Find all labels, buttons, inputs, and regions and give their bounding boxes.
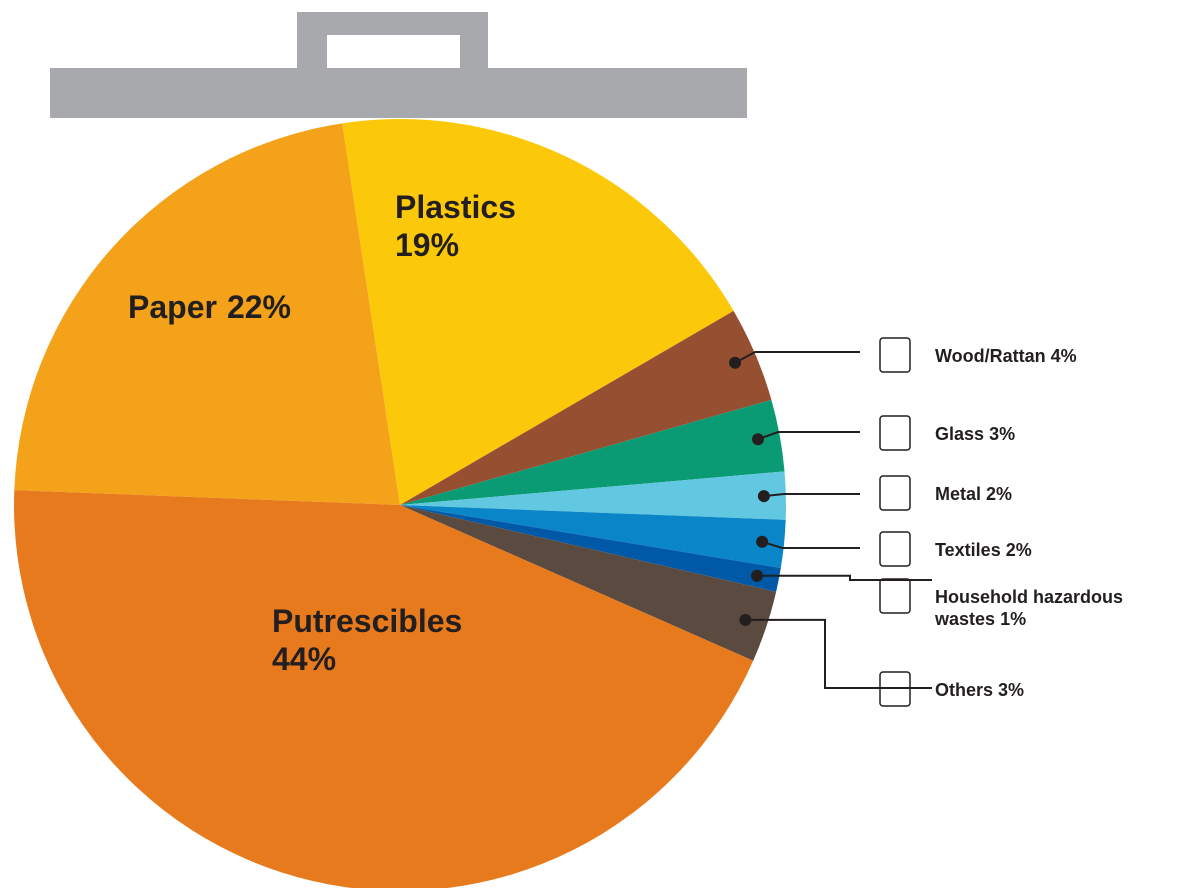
- briefcase-grip: [297, 12, 488, 68]
- leader-line: [761, 540, 860, 549]
- value-label: 19%: [395, 227, 459, 263]
- leader-line: [757, 574, 932, 581]
- category-label: Paper: [128, 289, 217, 325]
- icon: [879, 475, 911, 511]
- pie-slice: [400, 399, 785, 505]
- icon: [879, 671, 911, 707]
- value-label: 3%: [998, 680, 1025, 700]
- value-label: 2%: [1005, 540, 1032, 560]
- leader-line: [763, 493, 860, 498]
- category-label: Glass: [935, 424, 985, 444]
- leader-dot: [757, 490, 770, 503]
- leader-dot: [751, 569, 764, 582]
- value-label: 1%: [1000, 609, 1027, 629]
- pie-slice: [14, 490, 754, 888]
- leader-dot: [739, 613, 752, 626]
- leaders: [729, 337, 932, 707]
- leader-line: [734, 351, 860, 364]
- icon: [879, 415, 911, 451]
- pie-slice: [400, 505, 786, 569]
- value-label: 2%: [986, 484, 1013, 504]
- value-label: 3%: [989, 424, 1016, 444]
- category-label: Metal: [935, 484, 982, 504]
- pie-slice: [400, 505, 781, 592]
- leader-line: [757, 431, 860, 441]
- value-label: 4%: [1050, 346, 1077, 366]
- outside-label: Wood/Rattan 4%: [935, 345, 1190, 367]
- outside-label: Metal 2%: [935, 483, 1190, 505]
- briefcase-handle: [50, 12, 747, 118]
- pie-slice: [342, 119, 734, 505]
- leader-dot: [756, 535, 769, 548]
- icon: [879, 578, 911, 614]
- leader-dot: [752, 433, 765, 446]
- icon: [879, 531, 911, 567]
- value-label: 22%: [227, 289, 291, 325]
- pie-slice: [400, 310, 772, 505]
- pie-slice: [400, 471, 786, 520]
- category-label: Putrescibles: [272, 603, 462, 639]
- icon: [879, 337, 911, 373]
- outside-label: Textiles 2%: [935, 539, 1190, 561]
- category-label: Plastics: [395, 189, 516, 225]
- leader-dot: [729, 356, 742, 369]
- pie: [14, 119, 786, 888]
- pie-slice: [14, 123, 400, 506]
- category-label: Others: [935, 680, 994, 700]
- briefcase-top: [50, 68, 747, 118]
- category-label: Wood/Rattan: [935, 346, 1046, 366]
- outside-label: Household hazardous wastes 1%: [935, 586, 1160, 630]
- category-label: Textiles: [935, 540, 1001, 560]
- outside-label: Glass 3%: [935, 423, 1190, 445]
- slice-label: Paper 22%: [128, 289, 291, 325]
- pie-slice: [400, 505, 777, 661]
- outside-label: Others 3%: [935, 679, 1190, 701]
- category-label: Household hazardous wastes: [935, 587, 1124, 629]
- leader-line: [745, 618, 932, 689]
- value-label: 44%: [272, 641, 336, 677]
